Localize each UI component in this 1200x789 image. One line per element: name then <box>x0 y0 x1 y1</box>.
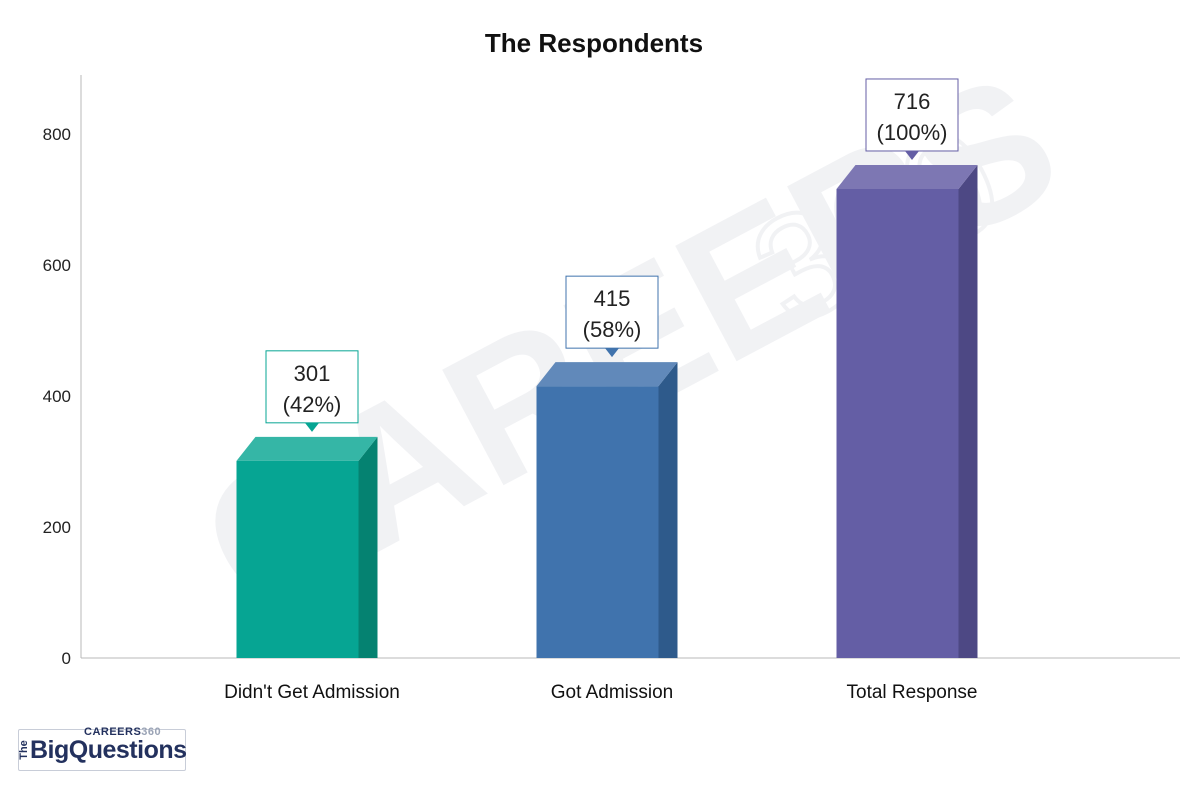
y-tick-label: 600 <box>43 256 71 275</box>
bar-side <box>358 436 378 658</box>
data-label-percent: (100%) <box>877 120 948 145</box>
x-tick-label: Total Response <box>847 682 978 703</box>
bar <box>536 362 678 658</box>
data-label-value: 301 <box>294 361 331 386</box>
bar <box>236 436 378 658</box>
bar-top <box>536 362 678 387</box>
logo-careers-number: 360 <box>141 726 162 738</box>
x-tick-labels: Didn't Get Admission Got Admission Total R… <box>224 682 977 703</box>
x-tick-label: Got Admission <box>551 682 674 703</box>
bar-side <box>658 362 678 658</box>
data-label: 415 (58%) <box>565 275 659 358</box>
data-label-percent: (58%) <box>583 317 642 342</box>
data-label: 716 (100%) <box>865 78 959 160</box>
bar-top <box>836 164 978 189</box>
logo-careers-word: CAREERS <box>84 726 142 738</box>
y-tick-label: 800 <box>43 125 71 144</box>
data-label-box <box>265 350 359 424</box>
bar-front <box>836 188 959 658</box>
bar <box>836 164 978 658</box>
data-label-pointer <box>305 422 319 432</box>
bar-front <box>236 460 359 658</box>
y-tick-label: 200 <box>43 518 71 537</box>
bar-front <box>536 386 659 658</box>
logo-frame <box>18 729 186 771</box>
logo-careers-text: CAREERS360 <box>84 726 161 738</box>
data-label: 301 (42%) <box>265 350 359 432</box>
data-label-percent: (42%) <box>283 392 342 417</box>
logo-brand-text: BigQuestions <box>30 736 187 764</box>
chart-title: The Respondents <box>485 28 703 58</box>
data-label-value: 716 <box>894 89 931 114</box>
logo-the-text: The <box>17 740 30 760</box>
data-labels: 301 (42%) 415 (58%) 716 (100%) <box>265 78 959 432</box>
x-tick-label: Didn't Get Admission <box>224 682 400 703</box>
data-label-box <box>865 78 959 152</box>
bar-side <box>958 164 978 658</box>
bars <box>236 164 978 658</box>
y-tick-label: 0 <box>62 649 71 668</box>
data-label-box <box>565 275 659 349</box>
bigquestions-logo: CAREERS360 The BigQuestions <box>18 726 188 778</box>
y-ticks: 0 200 400 600 800 <box>43 125 71 668</box>
data-label-pointer <box>605 348 619 358</box>
data-label-value: 415 <box>594 286 631 311</box>
data-label-pointer <box>905 150 919 160</box>
bar-top <box>236 436 378 461</box>
y-tick-label: 400 <box>43 387 71 406</box>
